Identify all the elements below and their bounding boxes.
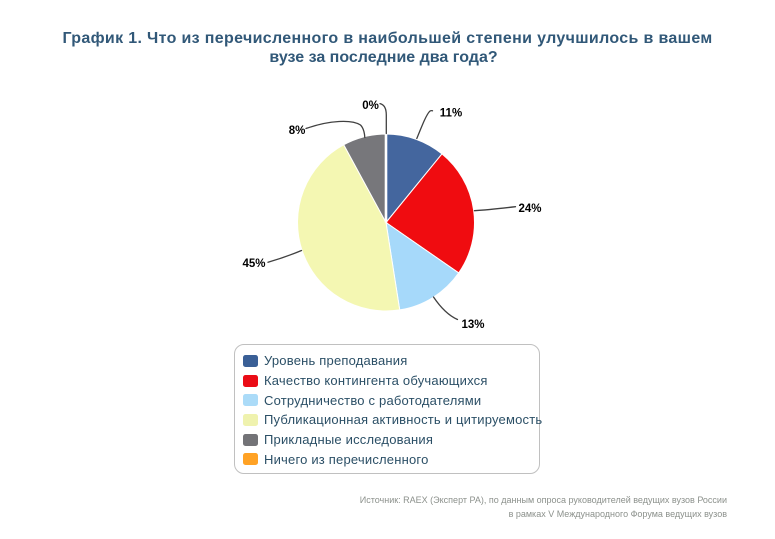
svg-text:45%: 45% [242,258,265,270]
svg-text:0%: 0% [362,100,379,112]
svg-text:13%: 13% [461,319,484,331]
svg-text:8%: 8% [289,125,306,137]
svg-text:24%: 24% [518,203,541,215]
svg-text:11%: 11% [440,108,462,120]
